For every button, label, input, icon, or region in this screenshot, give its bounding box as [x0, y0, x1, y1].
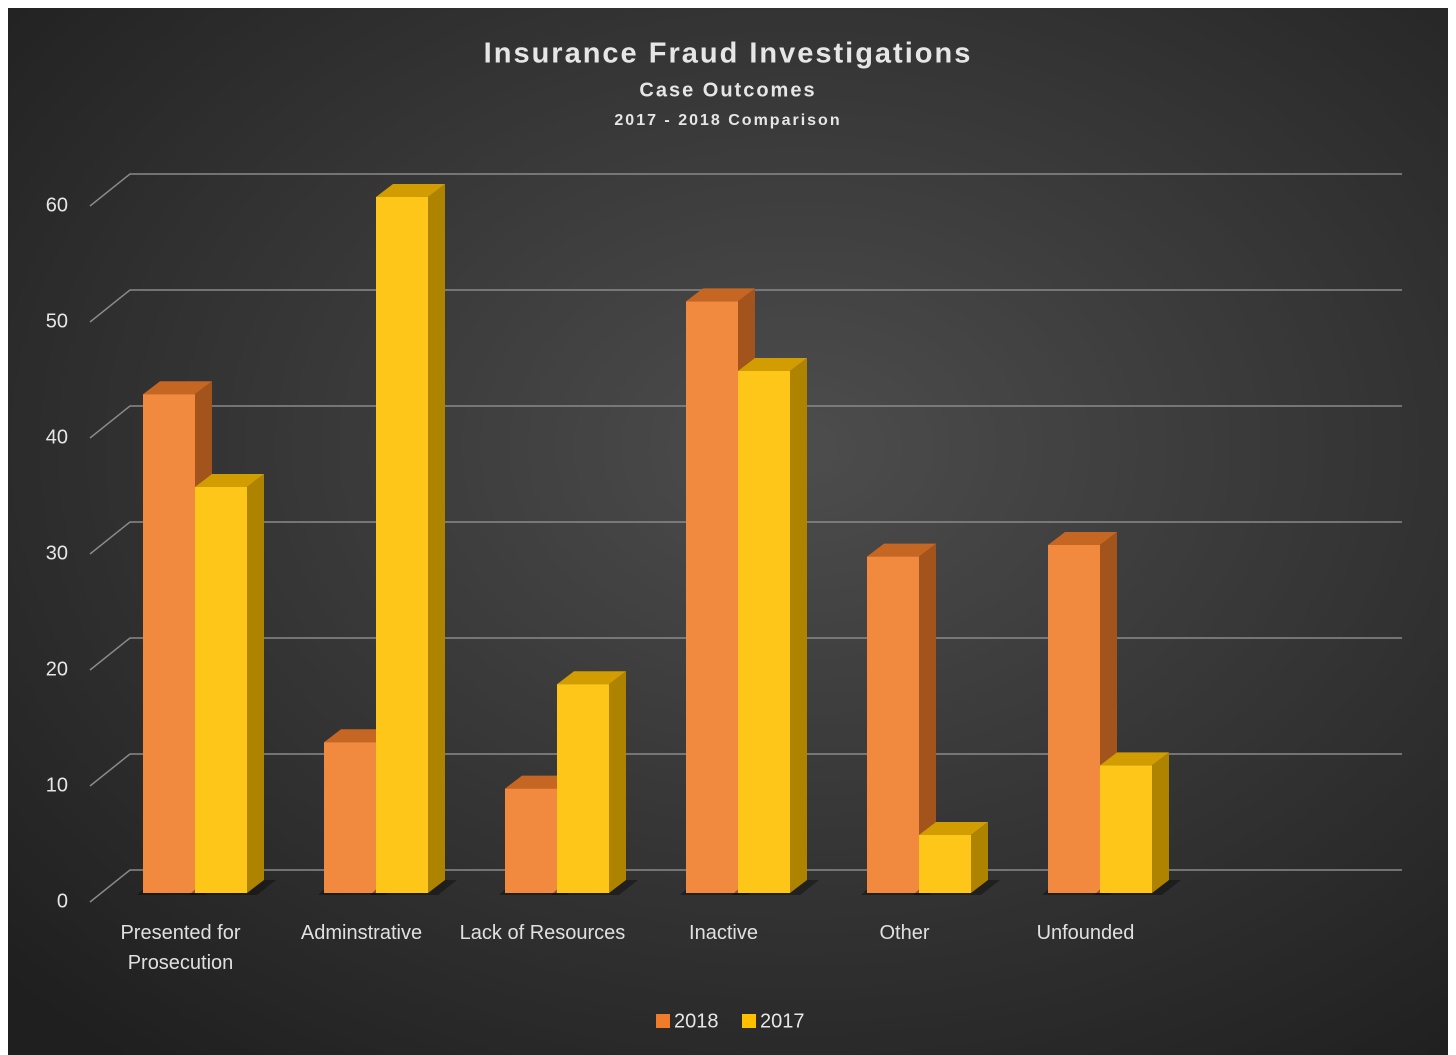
grid-line [89, 637, 1402, 671]
bar-sheen [686, 301, 738, 893]
y-tick-label: 40 [46, 426, 68, 448]
bar-side [971, 822, 988, 893]
bar [376, 197, 428, 893]
x-tick-label: Presented for Prosecution [120, 922, 241, 974]
x-tick-label: Other [879, 922, 930, 944]
bar-sheen [867, 556, 919, 893]
x-tick-label: Inactive [689, 922, 758, 944]
legend-label: 2017 [760, 1010, 805, 1032]
bar [686, 301, 738, 893]
bar-sheen [376, 197, 428, 893]
bar-sheen [505, 788, 557, 893]
bar [324, 742, 376, 893]
y-tick-label: 60 [46, 194, 68, 216]
y-tick-label: 10 [46, 774, 68, 796]
grid-line [89, 173, 1402, 207]
bar-top [919, 822, 988, 835]
legend-label: 2018 [674, 1010, 719, 1032]
bar [1048, 545, 1100, 893]
bar-side [428, 184, 445, 893]
x-tick-label: Adminstrative [300, 922, 423, 944]
y-tick-label: 30 [46, 542, 68, 564]
bar [1100, 765, 1152, 893]
bar-top [324, 729, 393, 743]
bar-top [143, 381, 212, 395]
chart-title: Insurance Fraud Investigations [484, 38, 973, 70]
grid-line [89, 405, 1402, 439]
chart-subtitle: Case Outcomes [639, 79, 816, 101]
bar [867, 556, 919, 893]
bar-sheen [143, 394, 195, 893]
bar [919, 835, 971, 893]
y-tick-label: 50 [46, 310, 68, 332]
bar-side [790, 358, 807, 893]
bar-top [557, 671, 626, 685]
legend-swatch [656, 1014, 670, 1028]
grid-line [89, 521, 1402, 555]
y-tick-label: 0 [57, 890, 68, 912]
bar-top [867, 543, 936, 557]
grid-line [89, 753, 1402, 787]
bar-sheen [1100, 765, 1152, 893]
chart-subsubtitle: 2017 - 2018 Comparison [614, 112, 841, 129]
bar-sheen [195, 487, 247, 893]
bar-top [738, 358, 807, 371]
bar [557, 684, 609, 893]
bar-sheen [738, 371, 790, 893]
x-tick-label: Lack of Resources [459, 922, 626, 944]
bar-top [1048, 532, 1117, 545]
bar-sheen [557, 684, 609, 893]
y-tick-label: 20 [46, 658, 68, 680]
bar-top [376, 184, 445, 197]
bar [143, 394, 195, 893]
x-tick-label: Unfounded [1036, 922, 1135, 944]
bar-top [505, 775, 574, 789]
bar-sheen [324, 742, 376, 893]
bar-top [1100, 752, 1169, 766]
bar-side [1152, 752, 1169, 893]
bar [505, 788, 557, 893]
bar [738, 371, 790, 893]
bar-sheen [919, 835, 971, 893]
bar-sheen [1048, 545, 1100, 893]
grid-line [89, 289, 1402, 323]
bar-top [686, 288, 755, 302]
bar-top [195, 474, 264, 487]
legend-swatch [742, 1014, 756, 1028]
bar-side [247, 474, 264, 893]
bar [195, 487, 247, 893]
bar-side [609, 671, 626, 893]
bar-side [919, 543, 936, 893]
